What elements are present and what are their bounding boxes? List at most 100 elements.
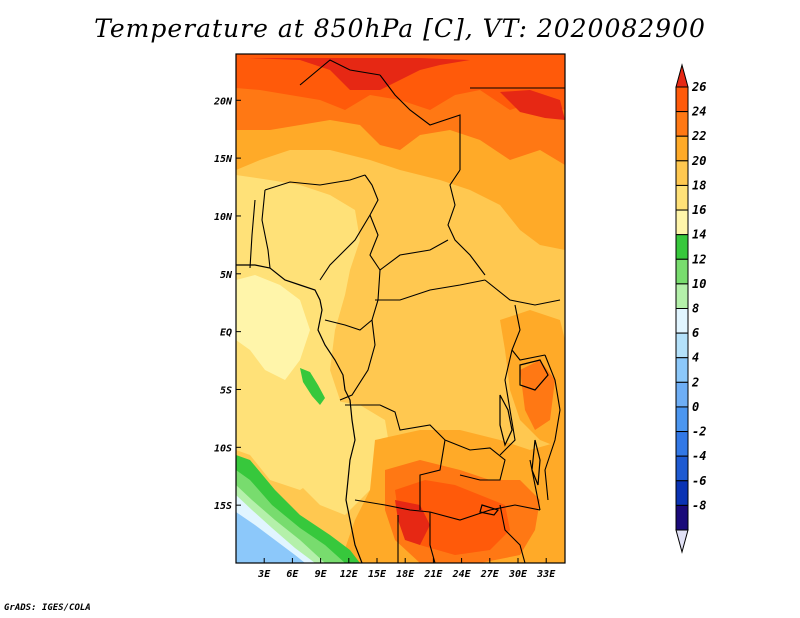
border-cameroon-car (371, 269, 381, 321)
coastline-gulf-guinea (236, 264, 363, 563)
colorbar-swatch (675, 455, 689, 482)
x-axis: 3E 6E 9E 12E 15E 18E 21E 24E 27E 30E 33E (257, 558, 556, 580)
colorbar-label: 0 (692, 400, 699, 414)
colorbar-swatch (675, 209, 689, 236)
x-tick-label: 27E (480, 569, 500, 580)
border-botswana (429, 512, 436, 563)
x-tick-label: 21E (423, 569, 443, 580)
colorbar-label: 26 (691, 80, 706, 94)
colorbar-swatch (675, 357, 689, 383)
border-gabon-congo (324, 319, 373, 331)
x-tick-label: 30E (508, 569, 528, 580)
y-tick-label: 15N (214, 154, 233, 165)
border-angola-zambia (419, 439, 446, 510)
lake-kariba (479, 504, 500, 516)
border-angola-namibia (354, 499, 431, 513)
border-togo (249, 199, 256, 269)
colorbar-arrow-high (675, 63, 689, 88)
colorbar-label: 2 (691, 375, 699, 389)
border-nigeria-cameroon (319, 214, 371, 281)
lake-malawi (531, 439, 541, 486)
y-tick-label: 5S (220, 385, 232, 396)
border-niger-north (299, 59, 381, 86)
lake-victoria (519, 359, 549, 391)
colorbar-label: 6 (692, 326, 699, 340)
y-tick-label: 10N (214, 212, 233, 223)
colorbar-swatch (675, 504, 689, 531)
field-west-cooler (236, 275, 310, 380)
colorbar-swatch (675, 111, 689, 137)
colorbar-swatch (675, 258, 689, 285)
border-drc-zambia (444, 439, 506, 481)
y-axis: 20N 15N 10N 5N EQ 5S 10S 15S (213, 96, 241, 512)
border-car-south (375, 279, 486, 301)
y-tick-label: 20N (213, 96, 233, 107)
coastline (236, 264, 549, 563)
colorbar-swatch (675, 431, 689, 457)
border-car-chad (379, 239, 449, 271)
map-frame (235, 53, 566, 564)
x-tick-label: 24E (452, 569, 472, 580)
y-tick-label: EQ (220, 328, 232, 339)
field-ne-hottest (500, 90, 565, 120)
grads-credit: GrADS: IGES/COLA (4, 603, 91, 613)
colorbar-label: 4 (692, 351, 699, 365)
lake-tanganyika (499, 394, 513, 447)
border-drc-angola (345, 404, 446, 441)
x-tick-label: 18E (396, 569, 415, 580)
x-tick-label: 33E (536, 569, 556, 580)
colorbar-label: 16 (692, 203, 706, 217)
border-chad-sudan (447, 169, 486, 276)
colorbar-label: 24 (691, 105, 706, 119)
border-south-sudan (484, 279, 561, 306)
border-zim-moz (499, 504, 526, 563)
field-angola-plateau (300, 400, 390, 515)
border-drc-east (499, 349, 516, 456)
colorbar-label: 8 (692, 302, 699, 316)
colorbar-label: 14 (692, 228, 706, 242)
colorbar-swatch (675, 332, 689, 359)
colorbar-label: 20 (691, 154, 706, 168)
x-tick-label: 15E (368, 569, 387, 580)
border-benin (261, 189, 271, 269)
colorbar-label: 22 (691, 129, 706, 143)
colorbar-label: 10 (692, 277, 706, 291)
y-tick-label: 15S (214, 501, 232, 512)
colorbar-swatch (675, 480, 689, 506)
colorbar-swatch (675, 283, 689, 309)
field-sahel-cool (255, 185, 345, 250)
colorbar-swatch (675, 160, 689, 186)
x-tick-label: 9E (315, 569, 328, 580)
field-gabon-green (300, 368, 325, 405)
border-nigeria-niger (264, 174, 366, 191)
border-zambia-zim (429, 504, 541, 521)
colorbar-label: -6 (692, 474, 706, 488)
field-north-hottest (248, 58, 470, 90)
y-tick-label: 5N (220, 270, 233, 281)
chart-title: Temperature at 850hPa [C], VT: 202008290… (94, 14, 706, 43)
colorbar-arrow-low (675, 529, 689, 554)
field-coast-lightblue (236, 512, 305, 563)
country-borders (249, 59, 565, 563)
colorbar-label: -2 (692, 425, 706, 439)
colorbar-label: 18 (692, 178, 706, 192)
border-libya-chad-niger (379, 74, 461, 170)
y-tick-label: 10S (214, 443, 232, 454)
colorbar-swatch (675, 135, 689, 162)
field-north-hotter (236, 54, 565, 110)
x-tick-label: 12E (340, 569, 359, 580)
x-tick-label: 6E (286, 569, 299, 580)
colorbar-swatch (675, 381, 689, 408)
x-tick-label: 3E (257, 569, 271, 580)
colorbar-swatch (675, 406, 689, 433)
colorbar-swatch (675, 308, 689, 334)
colorbar-swatch (675, 234, 689, 260)
colorbar-label: 12 (692, 252, 706, 266)
temperature-field (236, 54, 565, 563)
colorbar-swatch (675, 184, 689, 211)
border-uganda (511, 304, 546, 361)
colorbar-label: -4 (692, 449, 706, 463)
colorbar-label: -8 (692, 498, 706, 512)
